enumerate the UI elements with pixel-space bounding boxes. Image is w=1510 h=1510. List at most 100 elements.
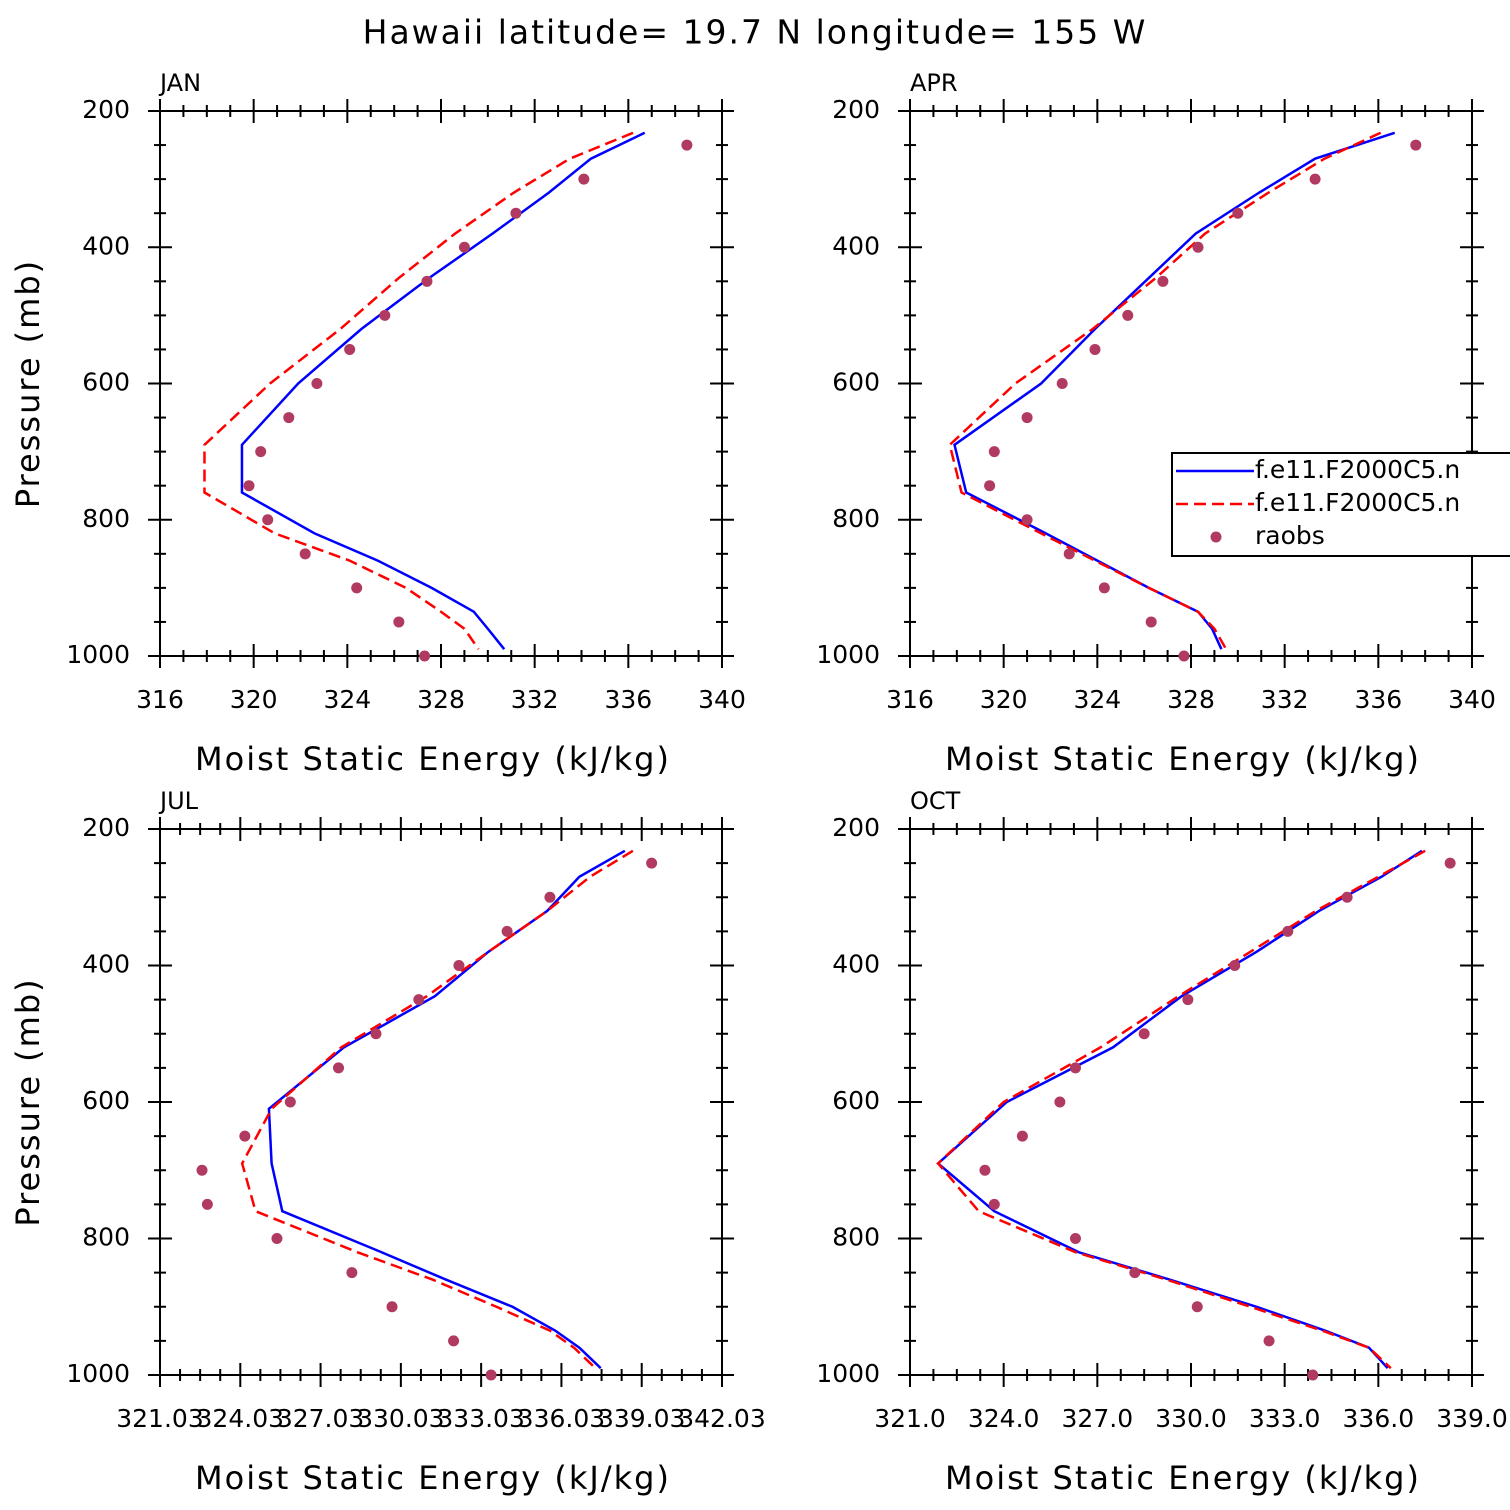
data-point	[984, 480, 996, 492]
data-point	[485, 1369, 497, 1381]
data-point	[510, 207, 522, 219]
x-tick-label: 339.03	[598, 1404, 685, 1433]
x-tick-label: 333.03	[437, 1404, 524, 1433]
data-point	[239, 1130, 251, 1142]
x-tick-label: 339.0	[1436, 1404, 1508, 1433]
y-tick-label: 600	[82, 1086, 130, 1115]
data-point	[284, 1096, 296, 1108]
y-tick-label: 1000	[66, 640, 130, 669]
y-tick-label: 800	[832, 504, 880, 533]
data-point	[311, 378, 323, 389]
legend-label: raobs	[1255, 521, 1325, 550]
data-point	[1016, 1130, 1028, 1142]
data-point	[1232, 207, 1244, 219]
y-tick-label: 1000	[66, 1359, 130, 1388]
data-point	[453, 960, 465, 971]
data-point	[1054, 1096, 1066, 1108]
profile-line	[267, 849, 626, 1370]
x-tick-label: 336	[1354, 685, 1402, 714]
x-tick-label: 324.03	[197, 1404, 284, 1433]
data-point	[1069, 1062, 1081, 1074]
x-tick-label: 321.0	[874, 1404, 946, 1433]
data-point	[1182, 994, 1194, 1006]
data-point	[448, 1335, 460, 1347]
x-axis-label: Moist Static Energy (kJ/kg)	[195, 740, 671, 778]
plot-frame	[159, 110, 723, 657]
y-tick-label: 1000	[816, 1359, 880, 1388]
profile-line	[240, 849, 634, 1370]
data-point	[1309, 173, 1321, 185]
data-point	[544, 891, 556, 903]
data-point	[346, 1267, 358, 1279]
x-tick-label: 328	[417, 685, 465, 714]
x-tick-label: 330.0	[1155, 1404, 1227, 1433]
data-point	[370, 1028, 382, 1040]
data-point	[386, 1301, 398, 1313]
profile-line	[203, 131, 634, 650]
panel-title: APR	[910, 69, 958, 97]
plot-frame	[909, 110, 1473, 657]
x-tick-label: 336	[604, 685, 652, 714]
panel: OCT 200 400 600 800 1000 321.0 324.0 327.0 330.0 3…	[816, 787, 1507, 1497]
data-point	[1145, 616, 1157, 628]
y-tick-label: 1000	[816, 640, 880, 669]
data-point	[1122, 309, 1134, 321]
x-tick-label: 321.03	[116, 1404, 203, 1433]
data-point	[201, 1198, 213, 1210]
data-point	[351, 582, 363, 594]
data-point	[1178, 650, 1190, 662]
data-point	[1444, 857, 1456, 869]
data-point	[271, 1233, 283, 1244]
data-point	[344, 343, 356, 355]
data-point	[1282, 925, 1294, 937]
x-tick-label: 336.0	[1343, 1404, 1415, 1433]
x-axis-label: Moist Static Energy (kJ/kg)	[945, 1459, 1421, 1497]
panel-title: OCT	[910, 787, 961, 815]
data-point	[458, 241, 470, 253]
y-tick-label: 200	[832, 813, 880, 842]
data-point	[1098, 582, 1110, 594]
plot-frame	[909, 828, 1473, 1376]
legend-label: f.e11.F2000C5.n	[1255, 488, 1460, 517]
profile-line	[240, 131, 646, 650]
x-axis-label: Moist Static Energy (kJ/kg)	[195, 1459, 671, 1497]
x-tick-label: 328	[1167, 685, 1215, 714]
y-tick-label: 800	[832, 1223, 880, 1252]
x-tick-label: 316	[886, 685, 934, 714]
legend-label: f.e11.F2000C5.n	[1255, 455, 1460, 484]
data-point	[988, 446, 1000, 458]
data-point	[421, 275, 433, 287]
x-tick-label: 342.03	[678, 1404, 765, 1433]
data-point	[979, 1164, 991, 1176]
data-point	[196, 1164, 208, 1176]
plot-frame	[159, 828, 723, 1376]
data-point	[1063, 548, 1075, 560]
data-point	[1089, 343, 1101, 355]
data-point	[243, 480, 255, 492]
data-point	[1229, 960, 1241, 971]
data-point	[262, 514, 274, 526]
y-tick-label: 200	[82, 95, 130, 124]
x-tick-label: 332	[511, 685, 559, 714]
x-tick-label: 340	[1448, 685, 1496, 714]
data-point	[1341, 891, 1353, 903]
data-point	[255, 446, 267, 458]
data-point	[1191, 1301, 1203, 1313]
y-tick-label: 800	[82, 1223, 130, 1252]
data-point	[646, 857, 658, 869]
y-tick-label: 600	[82, 368, 130, 397]
y-tick-label: 800	[82, 504, 130, 533]
data-point	[578, 173, 590, 185]
y-tick-label: 400	[82, 950, 130, 979]
profile-line	[936, 849, 1426, 1370]
data-point	[1263, 1335, 1275, 1347]
x-tick-label: 316	[136, 685, 184, 714]
profile-line	[953, 131, 1396, 650]
x-tick-label: 336.03	[518, 1404, 605, 1433]
y-tick-label: 600	[832, 368, 880, 397]
panel-title: JUL	[158, 787, 199, 815]
data-point	[1307, 1369, 1319, 1381]
